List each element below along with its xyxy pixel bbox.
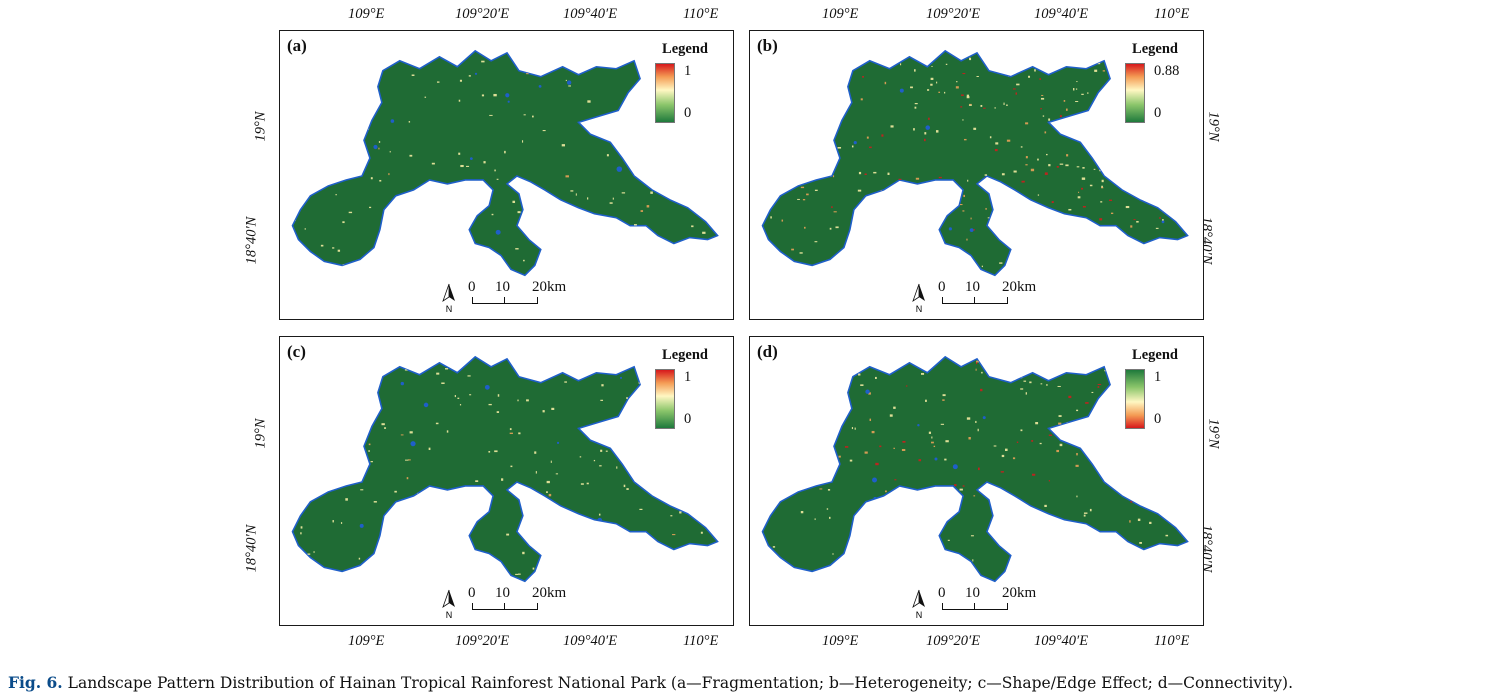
figure: 109°E 109°20′E 109°40′E 110°E 109°E 109°… [243, 6, 1222, 649]
lon-tick-top-a-3: 109°40′E [563, 6, 618, 22]
legend-min-a: 0 [684, 105, 692, 121]
scale-label-20km: 20km [1002, 279, 1037, 295]
lat-tick-left-c-1: 19°N [252, 418, 269, 449]
lon-tick-bottom-d-2: 109°20′E [926, 633, 981, 649]
scale-bar-b: 0 10 20km [912, 279, 1036, 315]
lat-tick-left-a-2: 18°40′N [243, 216, 260, 265]
lon-tick-top-a-1: 109°E [348, 6, 385, 22]
legend-colorbar-b [1125, 63, 1145, 123]
map-panel-b: (b) Legend 0.88 0 N 0 10 20km [749, 30, 1204, 320]
lat-tick-right-b-1: 19°N [1205, 111, 1222, 142]
map-area-a [291, 49, 719, 277]
park-boundary [291, 49, 719, 277]
north-label-d: N [916, 610, 923, 619]
legend-min-b: 0 [1154, 105, 1162, 121]
scale-label-20km: 20km [1002, 585, 1037, 601]
north-label-b: N [916, 304, 923, 313]
scale-label-20km: 20km [532, 279, 567, 295]
scale-label-10: 10 [965, 279, 980, 295]
scale-label-20km: 20km [532, 585, 567, 601]
legend-d: Legend 1 0 [1119, 347, 1191, 431]
scale-label-0: 0 [938, 279, 946, 295]
panel-label-d: (d) [757, 342, 778, 361]
north-label-c: N [446, 610, 453, 619]
park-boundary [761, 49, 1189, 277]
legend-title-a: Legend [662, 41, 708, 57]
legend-colorbar-a [655, 63, 675, 123]
scale-label-10: 10 [495, 585, 510, 601]
map-panel-a: (a) Legend 1 0 N 0 10 20km [279, 30, 734, 320]
north-arrow-icon: N [912, 589, 925, 619]
panel-label-b: (b) [757, 36, 778, 55]
scale-label-0: 0 [468, 585, 476, 601]
north-arrow-icon: N [442, 589, 455, 619]
north-label-a: N [446, 304, 453, 313]
lat-tick-left-c-2: 18°40′N [243, 524, 260, 573]
legend-c: Legend 1 0 [649, 347, 721, 431]
map-area-b [761, 49, 1189, 277]
scale-bar-a: 0 10 20km [442, 279, 566, 315]
legend-max-b: 0.88 [1154, 63, 1180, 79]
panel-label-a: (a) [287, 36, 307, 55]
legend-min-c: 0 [684, 411, 692, 427]
lon-tick-bottom-c-1: 109°E [348, 633, 385, 649]
lon-tick-top-b-4: 110°E [1154, 6, 1190, 22]
north-arrow-icon: N [442, 283, 455, 313]
legend-colorbar-c [655, 369, 675, 429]
lat-tick-right-d-1: 19°N [1205, 418, 1222, 449]
lon-tick-bottom-d-3: 109°40′E [1034, 633, 1089, 649]
legend-max-a: 1 [684, 63, 692, 79]
lon-tick-top-a-4: 110°E [683, 6, 719, 22]
scale-label-0: 0 [938, 585, 946, 601]
legend-title-b: Legend [1132, 41, 1178, 57]
scale-bar-c: 0 10 20km [442, 585, 566, 621]
lon-tick-bottom-c-4: 110°E [683, 633, 719, 649]
scale-label-10: 10 [965, 585, 980, 601]
lon-tick-bottom-d-4: 110°E [1154, 633, 1190, 649]
map-area-d [761, 355, 1189, 583]
legend-b: Legend 0.88 0 [1119, 41, 1191, 125]
legend-colorbar-d [1125, 369, 1145, 429]
figure-caption: Fig. 6. Landscape Pattern Distribution o… [8, 673, 1293, 692]
park-boundary [291, 355, 719, 583]
legend-title-d: Legend [1132, 347, 1178, 363]
park-boundary [761, 355, 1189, 583]
legend-min-d: 0 [1154, 411, 1162, 427]
legend-max-c: 1 [684, 369, 692, 385]
panel-label-c: (c) [287, 342, 306, 361]
lon-tick-top-b-1: 109°E [822, 6, 859, 22]
map-area-c [291, 355, 719, 583]
map-panel-d: (d) Legend 1 0 N 0 10 20km [749, 336, 1204, 626]
map-panel-c: (c) Legend 1 0 N 0 10 20km [279, 336, 734, 626]
lat-tick-left-a-1: 19°N [252, 111, 269, 142]
lon-tick-top-a-2: 109°20′E [455, 6, 510, 22]
north-arrow-icon: N [912, 283, 925, 313]
figure-number: Fig. 6. [8, 673, 63, 692]
caption-text: Landscape Pattern Distribution of Hainan… [67, 674, 1294, 692]
scale-label-10: 10 [495, 279, 510, 295]
lon-tick-bottom-d-1: 109°E [822, 633, 859, 649]
lon-tick-top-b-2: 109°20′E [926, 6, 981, 22]
legend-max-d: 1 [1154, 369, 1162, 385]
lon-tick-bottom-c-3: 109°40′E [563, 633, 618, 649]
scale-bar-d: 0 10 20km [912, 585, 1036, 621]
scale-label-0: 0 [468, 279, 476, 295]
legend-a: Legend 1 0 [649, 41, 721, 125]
lon-tick-bottom-c-2: 109°20′E [455, 633, 510, 649]
lon-tick-top-b-3: 109°40′E [1034, 6, 1089, 22]
legend-title-c: Legend [662, 347, 708, 363]
